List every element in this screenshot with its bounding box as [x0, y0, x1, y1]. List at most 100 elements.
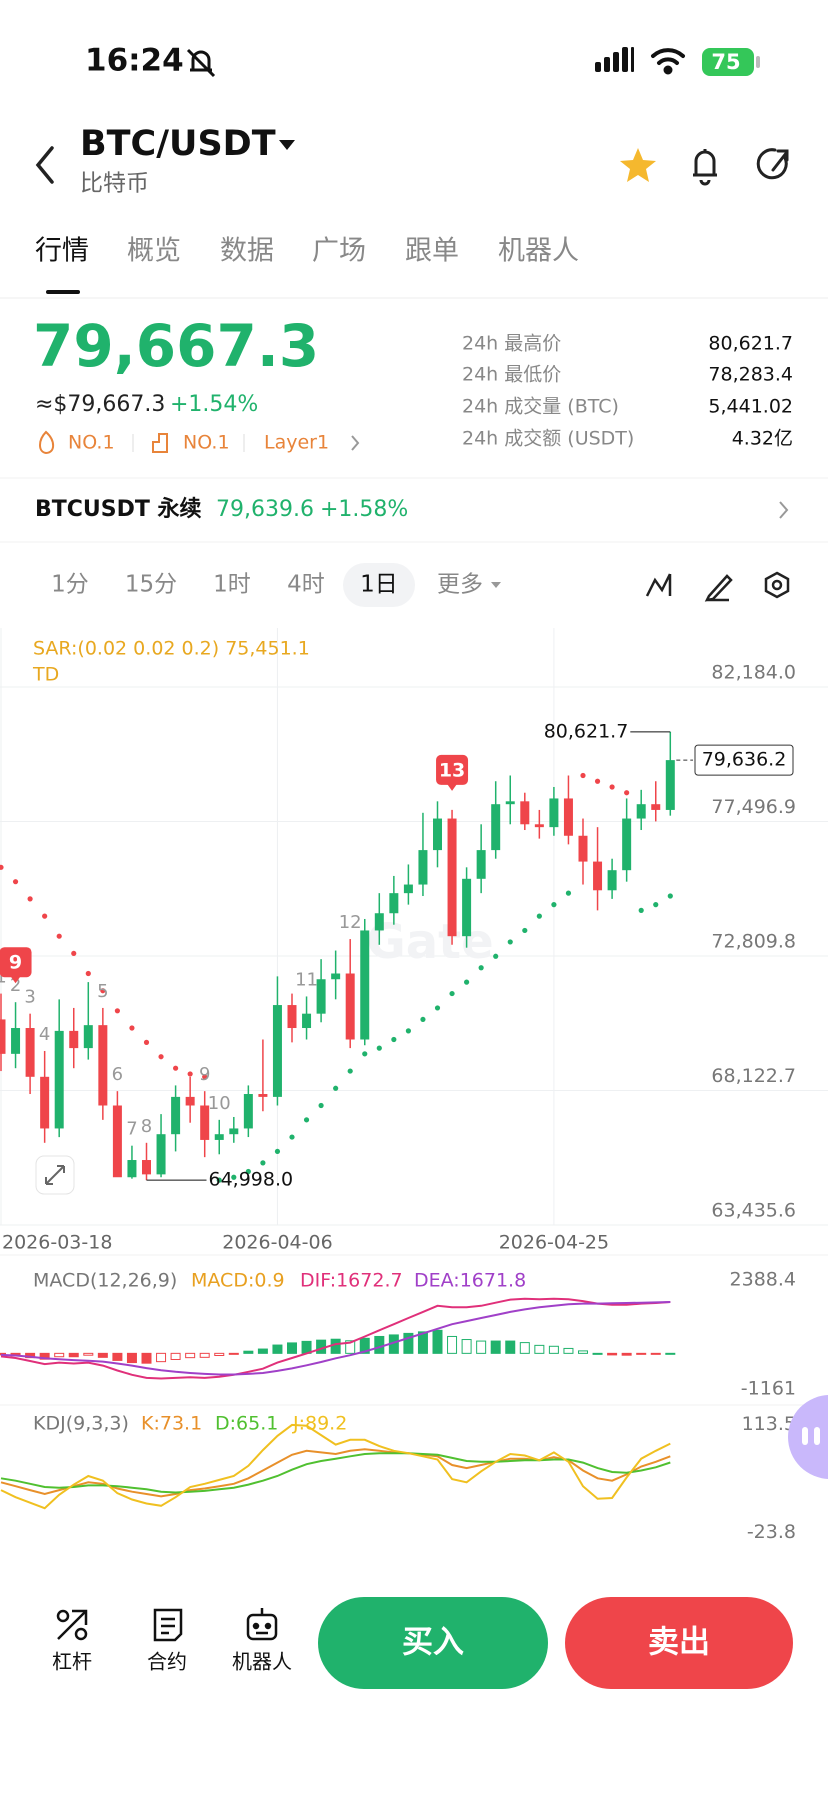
assistant-bubble[interactable]	[788, 1395, 828, 1479]
tab[interactable]: 跟单	[405, 236, 459, 267]
rank-badge[interactable]: NO.1	[68, 432, 115, 454]
tool-label[interactable]: 机器人	[232, 1650, 292, 1674]
tab[interactable]: 概览	[127, 236, 181, 267]
td-count: 4	[39, 1024, 50, 1045]
candle-body	[418, 850, 428, 885]
tab[interactable]: 机器人	[498, 236, 579, 267]
y-tick-label: -23.8	[747, 1521, 796, 1543]
sar-dot	[71, 950, 77, 957]
macd-bar	[97, 1352, 108, 1358]
td-count: 3	[24, 987, 35, 1008]
macd-bar	[548, 1345, 559, 1354]
chevron[interactable]	[351, 435, 360, 451]
buy-label[interactable]: 买入	[402, 1625, 464, 1661]
high-label: 80,621.7	[544, 720, 629, 742]
wifi-icon	[651, 48, 685, 75]
back-button[interactable]	[35, 146, 54, 184]
tab[interactable]: 广场	[312, 236, 366, 267]
more-caret[interactable]	[491, 582, 501, 588]
stat-label: 24h 成交额 (USDT)	[462, 428, 634, 450]
macd-bar	[287, 1342, 297, 1354]
sar-dot	[551, 902, 557, 908]
candle-body	[534, 824, 544, 828]
alert-bell[interactable]	[693, 149, 717, 186]
interval[interactable]: 1时	[213, 572, 251, 598]
candle-body	[40, 1076, 50, 1129]
sell-label[interactable]: 卖出	[648, 1625, 710, 1661]
category-badge[interactable]: Layer1	[264, 432, 329, 454]
sar-dot	[143, 1039, 150, 1045]
candle-body	[476, 850, 486, 879]
tool-label[interactable]: 合约	[147, 1650, 187, 1674]
macd-bar	[505, 1340, 516, 1354]
battery-level: 75	[711, 50, 740, 74]
sar-dot	[420, 1016, 426, 1023]
mute-icon	[186, 48, 216, 78]
macd-bar	[112, 1352, 123, 1361]
stat-label: 24h 最低价	[462, 364, 561, 386]
interval-more[interactable]: 更多	[437, 572, 483, 598]
interval[interactable]: 1分	[51, 572, 89, 598]
sar-dot	[493, 953, 499, 959]
draw-button[interactable]	[704, 574, 733, 602]
indicator-button[interactable]	[645, 573, 672, 597]
candle-body	[447, 818, 457, 937]
x-tick-label: 2026-04-25	[499, 1232, 609, 1254]
perp-name[interactable]: BTCUSDT 永续	[35, 496, 202, 522]
td-count: 10	[208, 1093, 231, 1114]
assistant-eye	[814, 1427, 820, 1445]
settings-button[interactable]	[764, 571, 790, 599]
macd-bar	[54, 1352, 65, 1358]
interval[interactable]: 4时	[287, 572, 325, 598]
candle-body	[665, 760, 675, 810]
td-label: TD	[32, 664, 59, 686]
expand-button[interactable]	[35, 1155, 75, 1195]
share-button[interactable]	[756, 148, 789, 180]
candle-body	[549, 798, 559, 828]
sell-button[interactable]	[565, 1597, 793, 1689]
candle-body	[127, 1160, 137, 1178]
interval-active[interactable]: 1日	[360, 572, 398, 598]
sar-dot	[100, 988, 106, 994]
sar-dot	[27, 896, 33, 902]
td-count: 9	[199, 1064, 210, 1085]
y-tick-label: -1161	[741, 1378, 796, 1400]
candle-body	[214, 1134, 224, 1140]
pair-title[interactable]: BTC/USDT	[80, 124, 276, 164]
macd-bar	[621, 1352, 632, 1356]
interval[interactable]: 15分	[125, 572, 177, 598]
stat-value: 80,621.7	[708, 333, 793, 355]
tool-label[interactable]: 杠杆	[52, 1650, 92, 1674]
pair-dropdown[interactable]	[279, 140, 295, 150]
sar-dot	[260, 1160, 266, 1166]
candle-body	[185, 1096, 195, 1106]
x-tick-label: 2026-04-06	[222, 1232, 332, 1254]
sar-dot	[565, 890, 572, 896]
td-count: 1	[0, 967, 7, 988]
sar-dot	[638, 907, 644, 913]
buy-button[interactable]	[318, 1597, 548, 1689]
sar-dot	[318, 1102, 324, 1109]
sar-dot	[391, 1036, 397, 1043]
margin-icon[interactable]	[56, 1609, 88, 1641]
candle-body	[593, 861, 603, 891]
sar-dot	[609, 784, 615, 790]
rank-badge[interactable]: NO.1	[183, 432, 230, 454]
contract-icon[interactable]	[153, 1608, 183, 1642]
macd-bar	[592, 1352, 603, 1355]
macd-bar	[650, 1352, 661, 1355]
legend-item: DIF:1672.7	[300, 1270, 403, 1292]
price-change: +1.54%	[170, 392, 258, 417]
sar-dot	[653, 902, 659, 908]
macd-bar	[257, 1348, 268, 1354]
chevron[interactable]	[779, 501, 789, 519]
favorite-star[interactable]	[620, 148, 656, 182]
candle-body	[69, 1030, 79, 1049]
y-tick-label: 2388.4	[730, 1269, 796, 1291]
sar-dot	[274, 1148, 281, 1155]
last-price-box	[694, 744, 794, 776]
tab-active[interactable]: 行情	[35, 236, 89, 267]
macd-bar	[68, 1352, 79, 1358]
bot-icon[interactable]	[246, 1608, 278, 1641]
tab[interactable]: 数据	[220, 236, 274, 267]
